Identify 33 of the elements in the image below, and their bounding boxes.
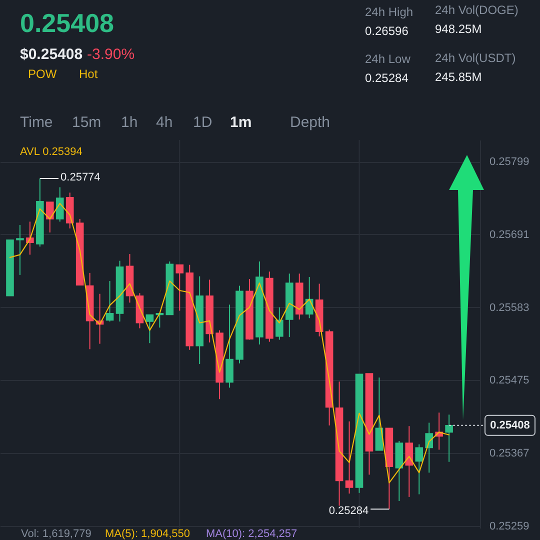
text: 24h High xyxy=(365,5,414,19)
annotation: MA(5): 1,904,550 xyxy=(105,528,190,540)
annotation: MA(10): 2,254,257 xyxy=(206,528,298,540)
text: 24h Vol(DOGE) xyxy=(435,3,518,17)
text: 24h Vol(USDT) xyxy=(435,51,516,65)
y-tick-label: 0.25691 xyxy=(490,228,530,241)
text: 0.26596 xyxy=(365,24,409,38)
y-tick-label: 0.25367 xyxy=(490,448,530,460)
text: 1D xyxy=(193,114,212,131)
text: 948.25M xyxy=(435,22,482,36)
text: $0.25408 xyxy=(20,46,83,63)
text: -3.90% xyxy=(87,46,135,63)
y-tick-label: 0.25259 xyxy=(490,520,530,532)
text: 1h xyxy=(121,114,138,131)
annotation: 0.25774 xyxy=(60,171,100,184)
annotation: Vol: 1,619,779 xyxy=(21,528,92,540)
ref-line-label: 0.25408 xyxy=(490,419,530,432)
text: Depth xyxy=(290,114,330,131)
annotation: 0.25284 xyxy=(328,505,369,518)
text: Time xyxy=(20,114,53,131)
text: Hot xyxy=(79,67,98,81)
text: 0.25284 xyxy=(365,71,409,85)
chart-title: 0.25408 xyxy=(20,8,114,38)
text: 15m xyxy=(72,114,102,131)
y-tick-label: 0.25799 xyxy=(490,156,530,168)
y-tick-label: 0.25475 xyxy=(490,374,530,387)
y-tick-label: 0.25583 xyxy=(490,302,530,314)
text: AVL 0.25394 xyxy=(20,146,82,158)
text: 24h Low xyxy=(365,52,411,66)
text: POW xyxy=(28,67,58,81)
text: 245.85M xyxy=(435,70,482,84)
text: 4h xyxy=(156,114,173,131)
text: 1m xyxy=(230,114,252,131)
